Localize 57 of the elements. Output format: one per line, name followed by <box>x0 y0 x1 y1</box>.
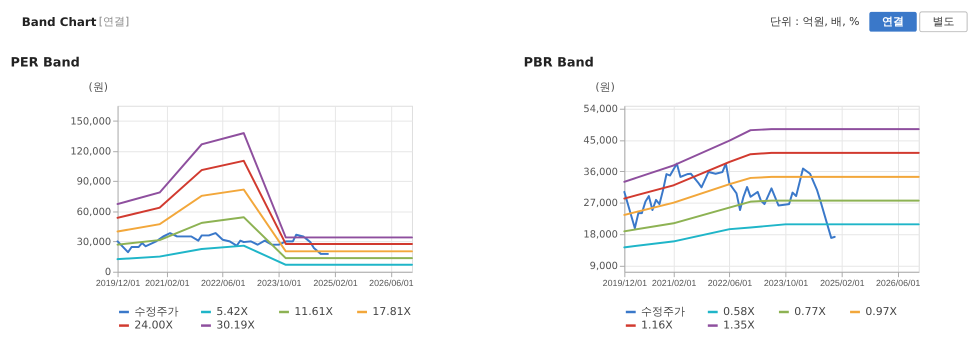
chart-title: PBR Band <box>524 55 594 70</box>
legend-label: 0.58X <box>723 304 756 318</box>
y-tick-label: 0 <box>104 267 112 278</box>
legend-label: 11.61X <box>294 304 334 318</box>
line-series <box>623 176 920 216</box>
text: [연결] <box>98 14 130 28</box>
y-tick-label: 60,000 <box>76 206 112 218</box>
x-tick-label: 2026/06/01 <box>876 278 920 288</box>
line-series <box>116 188 413 252</box>
x-tick-label: 2026/06/01 <box>369 278 414 288</box>
y-tick-label: 54,000 <box>583 104 618 116</box>
y-tick-label: 36,000 <box>583 166 618 178</box>
y-tick-label: 9,000 <box>590 260 618 272</box>
line-series <box>116 244 413 266</box>
legend-label: 0.77X <box>794 304 826 318</box>
legend-label: 30.19X <box>216 318 256 332</box>
text: 연결 <box>882 14 904 28</box>
line-series <box>623 200 920 232</box>
x-tick-label: 2023/10/01 <box>764 278 808 288</box>
y-tick-label: 120,000 <box>70 146 112 158</box>
x-tick-label: 2021/02/01 <box>145 278 190 288</box>
legend-label: 0.97X <box>865 304 898 318</box>
line-series <box>116 132 413 238</box>
text: 단위 : 억원, 배, % <box>770 14 860 28</box>
y-tick-label: 27,000 <box>583 198 618 210</box>
legend-label: 1.35X <box>723 318 756 332</box>
y-tick-label: 45,000 <box>583 135 618 146</box>
line-series <box>116 160 413 245</box>
y-tick-label: 30,000 <box>76 237 112 248</box>
y-tick-label: 150,000 <box>70 116 112 128</box>
x-tick-label: 2025/02/01 <box>820 278 865 288</box>
legend-label: 17.81X <box>372 304 412 318</box>
x-tick-label: 2022/06/01 <box>708 278 752 288</box>
text: Band Chart <box>22 14 97 29</box>
y-tick-label: 90,000 <box>76 176 112 188</box>
line-series <box>116 232 329 255</box>
legend-label: 수정주가 <box>134 304 178 318</box>
x-tick-label: 2025/02/01 <box>313 278 358 288</box>
legend-label: 수정주가 <box>641 304 686 318</box>
x-tick-label: 2021/02/01 <box>652 278 696 288</box>
line-series <box>623 152 920 200</box>
x-tick-label: 2019/12/01 <box>96 278 140 288</box>
x-tick-label: 2019/12/01 <box>602 278 648 288</box>
y-tick-label: 18,000 <box>583 230 618 241</box>
y-axis-title: (원) <box>88 80 108 94</box>
x-tick-label: 2023/10/01 <box>257 278 302 288</box>
text: 별도 <box>932 14 954 28</box>
legend-label: 24.00X <box>134 318 174 332</box>
line-series <box>116 216 413 260</box>
legend-label: 5.42X <box>216 304 249 318</box>
line-series <box>623 223 920 248</box>
line-series <box>623 162 836 239</box>
legend-label: 1.16X <box>641 318 674 332</box>
line-series <box>623 128 920 183</box>
x-tick-label: 2022/06/01 <box>200 278 246 288</box>
y-axis-title: (원) <box>595 80 615 94</box>
chart-title: PER Band <box>10 55 80 70</box>
